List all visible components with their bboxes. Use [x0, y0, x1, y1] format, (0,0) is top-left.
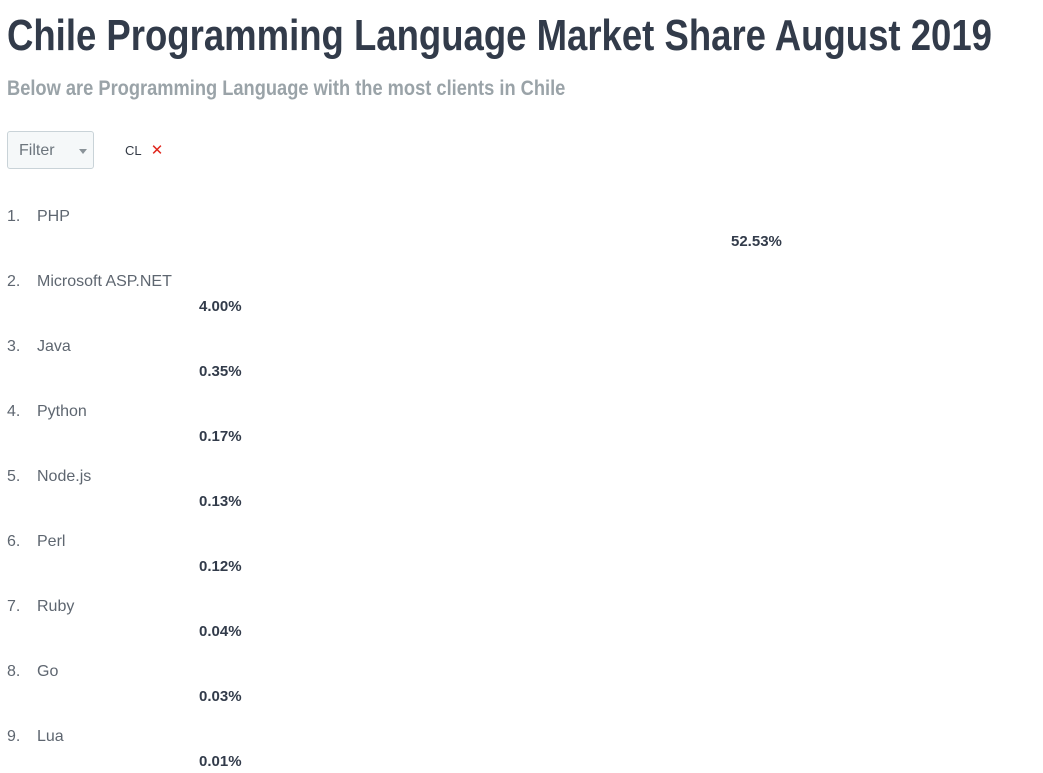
value-label: 0.01% [199, 753, 242, 770]
value-label: 4.00% [199, 298, 242, 315]
category-label: PHP [37, 208, 70, 225]
category-label: Node.js [37, 468, 91, 485]
category-label: Go [37, 663, 58, 680]
page-title: Chile Programming Language Market Share … [7, 11, 992, 60]
rank-label: 6. [7, 533, 20, 550]
value-label: 0.12% [199, 558, 242, 575]
category-label: Lua [37, 728, 64, 745]
rank-label: 3. [7, 338, 20, 355]
rank-label: 5. [7, 468, 20, 485]
bars-group: 1. PHP 52.53% 2. Microsoft ASP.NET 4.00% 3. Jav… [7, 208, 782, 770]
rank-label: 1. [7, 208, 20, 225]
rank-label: 7. [7, 598, 20, 615]
category-label: Microsoft ASP.NET [37, 273, 172, 290]
filter-dropdown-label: Filter [19, 142, 55, 159]
rank-label: 4. [7, 403, 20, 420]
value-label: 0.35% [199, 363, 242, 380]
filter-tag-label: CL [125, 143, 142, 158]
rank-label: 2. [7, 273, 20, 290]
category-label: Perl [37, 533, 65, 550]
category-label: Ruby [37, 598, 74, 615]
value-label: 0.04% [199, 623, 242, 640]
page-subtitle: Below are Programming Language with the … [7, 77, 566, 100]
category-label: Python [37, 403, 87, 420]
category-label: Java [37, 338, 71, 355]
chevron-down-icon [79, 149, 87, 154]
close-icon[interactable]: ✕ [150, 142, 164, 159]
value-label: 52.53% [731, 233, 782, 250]
value-label: 0.17% [199, 428, 242, 445]
value-label: 0.03% [199, 688, 242, 705]
filter-tag: CL ✕ [125, 143, 163, 158]
rank-label: 9. [7, 728, 20, 745]
filter-dropdown[interactable]: Filter [7, 131, 94, 169]
rank-label: 8. [7, 663, 20, 680]
value-label: 0.13% [199, 493, 242, 510]
